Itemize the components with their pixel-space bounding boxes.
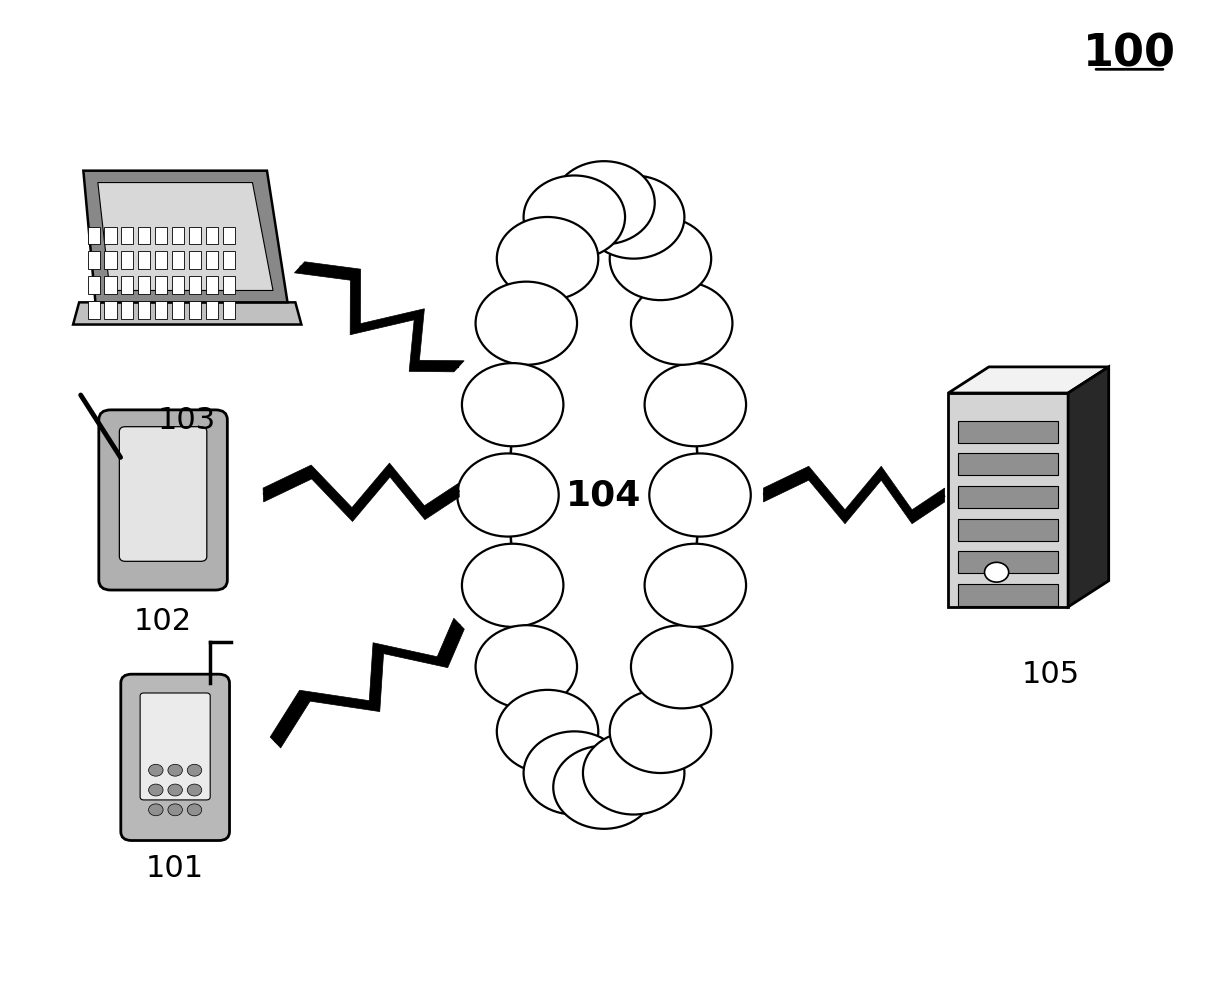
Bar: [138, 227, 150, 245]
Bar: [155, 301, 167, 319]
Text: 100: 100: [1084, 33, 1175, 76]
Bar: [172, 276, 184, 294]
Circle shape: [583, 732, 685, 815]
Circle shape: [457, 453, 558, 537]
Bar: [172, 251, 184, 269]
Polygon shape: [295, 261, 464, 372]
Bar: [87, 227, 99, 245]
Bar: [188, 227, 201, 245]
Polygon shape: [271, 619, 464, 747]
Bar: [121, 251, 133, 269]
Bar: [205, 276, 217, 294]
Bar: [87, 251, 99, 269]
Bar: [222, 251, 234, 269]
Bar: [172, 301, 184, 319]
Bar: [222, 301, 234, 319]
Bar: [104, 251, 116, 269]
Bar: [958, 453, 1058, 475]
Circle shape: [650, 453, 751, 537]
Bar: [104, 301, 116, 319]
Circle shape: [168, 784, 182, 796]
Bar: [958, 551, 1058, 573]
Bar: [222, 276, 234, 294]
Bar: [958, 584, 1058, 606]
Circle shape: [645, 363, 747, 446]
Circle shape: [523, 732, 625, 815]
Circle shape: [149, 784, 163, 796]
FancyBboxPatch shape: [121, 674, 230, 841]
Circle shape: [610, 217, 712, 300]
Circle shape: [149, 764, 163, 776]
Circle shape: [645, 544, 747, 627]
Bar: [87, 276, 99, 294]
Circle shape: [461, 363, 563, 446]
Polygon shape: [98, 182, 273, 290]
Polygon shape: [763, 466, 945, 524]
Bar: [958, 519, 1058, 541]
Bar: [188, 301, 201, 319]
Bar: [155, 251, 167, 269]
Polygon shape: [83, 170, 288, 302]
Circle shape: [476, 281, 577, 364]
Polygon shape: [948, 367, 1109, 393]
Bar: [138, 301, 150, 319]
Bar: [205, 227, 217, 245]
Bar: [188, 276, 201, 294]
Circle shape: [496, 217, 598, 300]
Circle shape: [168, 804, 182, 816]
Text: 102: 102: [134, 607, 192, 636]
Bar: [958, 421, 1058, 443]
Bar: [948, 393, 1068, 607]
Bar: [155, 276, 167, 294]
Bar: [104, 276, 116, 294]
Circle shape: [476, 626, 577, 709]
Polygon shape: [72, 302, 302, 325]
Bar: [155, 227, 167, 245]
Circle shape: [496, 690, 598, 773]
Bar: [958, 486, 1058, 508]
Bar: [172, 227, 184, 245]
Bar: [222, 227, 234, 245]
Polygon shape: [263, 463, 459, 522]
Circle shape: [187, 784, 202, 796]
Bar: [121, 227, 133, 245]
Circle shape: [631, 626, 732, 709]
Bar: [104, 227, 116, 245]
Circle shape: [610, 690, 712, 773]
FancyBboxPatch shape: [140, 693, 210, 800]
Circle shape: [168, 764, 182, 776]
Circle shape: [553, 161, 655, 245]
Circle shape: [187, 804, 202, 816]
Bar: [121, 301, 133, 319]
Circle shape: [583, 175, 685, 258]
Circle shape: [985, 562, 1009, 582]
Circle shape: [523, 175, 625, 258]
Circle shape: [149, 804, 163, 816]
Text: 105: 105: [1022, 660, 1080, 689]
Circle shape: [187, 764, 202, 776]
Polygon shape: [1068, 367, 1109, 607]
FancyBboxPatch shape: [99, 410, 227, 590]
Bar: [121, 276, 133, 294]
Text: 103: 103: [158, 406, 216, 435]
Bar: [87, 301, 99, 319]
Circle shape: [553, 745, 655, 829]
Bar: [205, 301, 217, 319]
Circle shape: [631, 281, 732, 364]
Bar: [138, 251, 150, 269]
Bar: [205, 251, 217, 269]
FancyBboxPatch shape: [120, 427, 207, 561]
Ellipse shape: [510, 210, 698, 780]
Text: 101: 101: [146, 854, 204, 883]
Bar: [138, 276, 150, 294]
Bar: [188, 251, 201, 269]
Text: 104: 104: [567, 478, 641, 512]
Circle shape: [461, 544, 563, 627]
